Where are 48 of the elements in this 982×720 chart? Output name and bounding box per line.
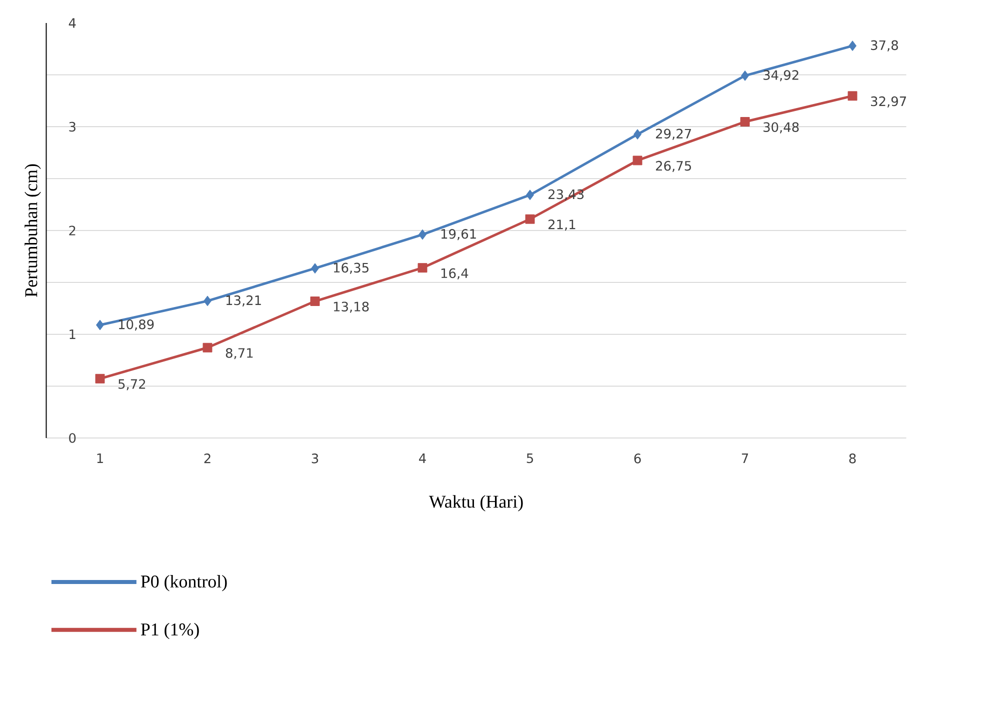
point (204, 296, 212, 306)
data-label: 13,21 (226, 295, 261, 306)
data-label: 29,27 (656, 128, 691, 140)
point (202, 342, 212, 352)
x-tick-label: 2 (204, 454, 210, 464)
point (418, 263, 428, 273)
point (848, 91, 858, 101)
point (96, 320, 104, 330)
y2-tick-label: 1 (70, 330, 76, 339)
point (740, 117, 750, 126)
y2-tick-label: 2 (69, 226, 76, 236)
x-tick-label: 3 (312, 454, 318, 464)
point (311, 263, 319, 274)
point (310, 296, 320, 306)
y2-tick-label: 0 (69, 433, 76, 443)
data-label: 34,92 (764, 70, 798, 82)
x-axis-title: Waktu (Hari) (428, 495, 523, 512)
x-tick-label: 6 (634, 454, 641, 464)
y2-tick-label: 4 (68, 18, 76, 28)
data-label: 16,35 (334, 262, 368, 274)
x-tick-label: 8 (849, 454, 856, 464)
data-label: 5,72 (118, 379, 146, 390)
point (632, 156, 642, 166)
x-tick-label: 1 (97, 454, 103, 463)
x-tick-label: 5 (526, 454, 533, 464)
legend-label: P1 (1%) (140, 622, 199, 640)
data-label: 32,97 (871, 96, 906, 108)
point (526, 190, 534, 200)
point (848, 40, 856, 52)
data-label: 19,61 (441, 228, 476, 240)
data-label: 13,18 (334, 302, 369, 313)
legend-label: P0 (kontrol) (140, 574, 227, 592)
point (418, 229, 426, 240)
y-axis-title: Pertumbuhan (cm) (24, 164, 41, 297)
data-label: 26,75 (656, 160, 691, 172)
data-label: 37,8 (871, 40, 898, 52)
data-label: 8,71 (226, 348, 253, 360)
data-label: 16,4 (441, 268, 468, 280)
data-label: 10,89 (118, 319, 154, 331)
data-label: 30,48 (764, 122, 799, 134)
data-label: 21,1 (548, 220, 576, 231)
point (634, 129, 642, 140)
y2-tick-label: 3 (69, 122, 76, 132)
x-tick-label: 7 (742, 454, 748, 463)
x-tick-label: 4 (419, 454, 426, 463)
point (525, 214, 535, 224)
point (741, 70, 749, 81)
point (95, 374, 105, 384)
